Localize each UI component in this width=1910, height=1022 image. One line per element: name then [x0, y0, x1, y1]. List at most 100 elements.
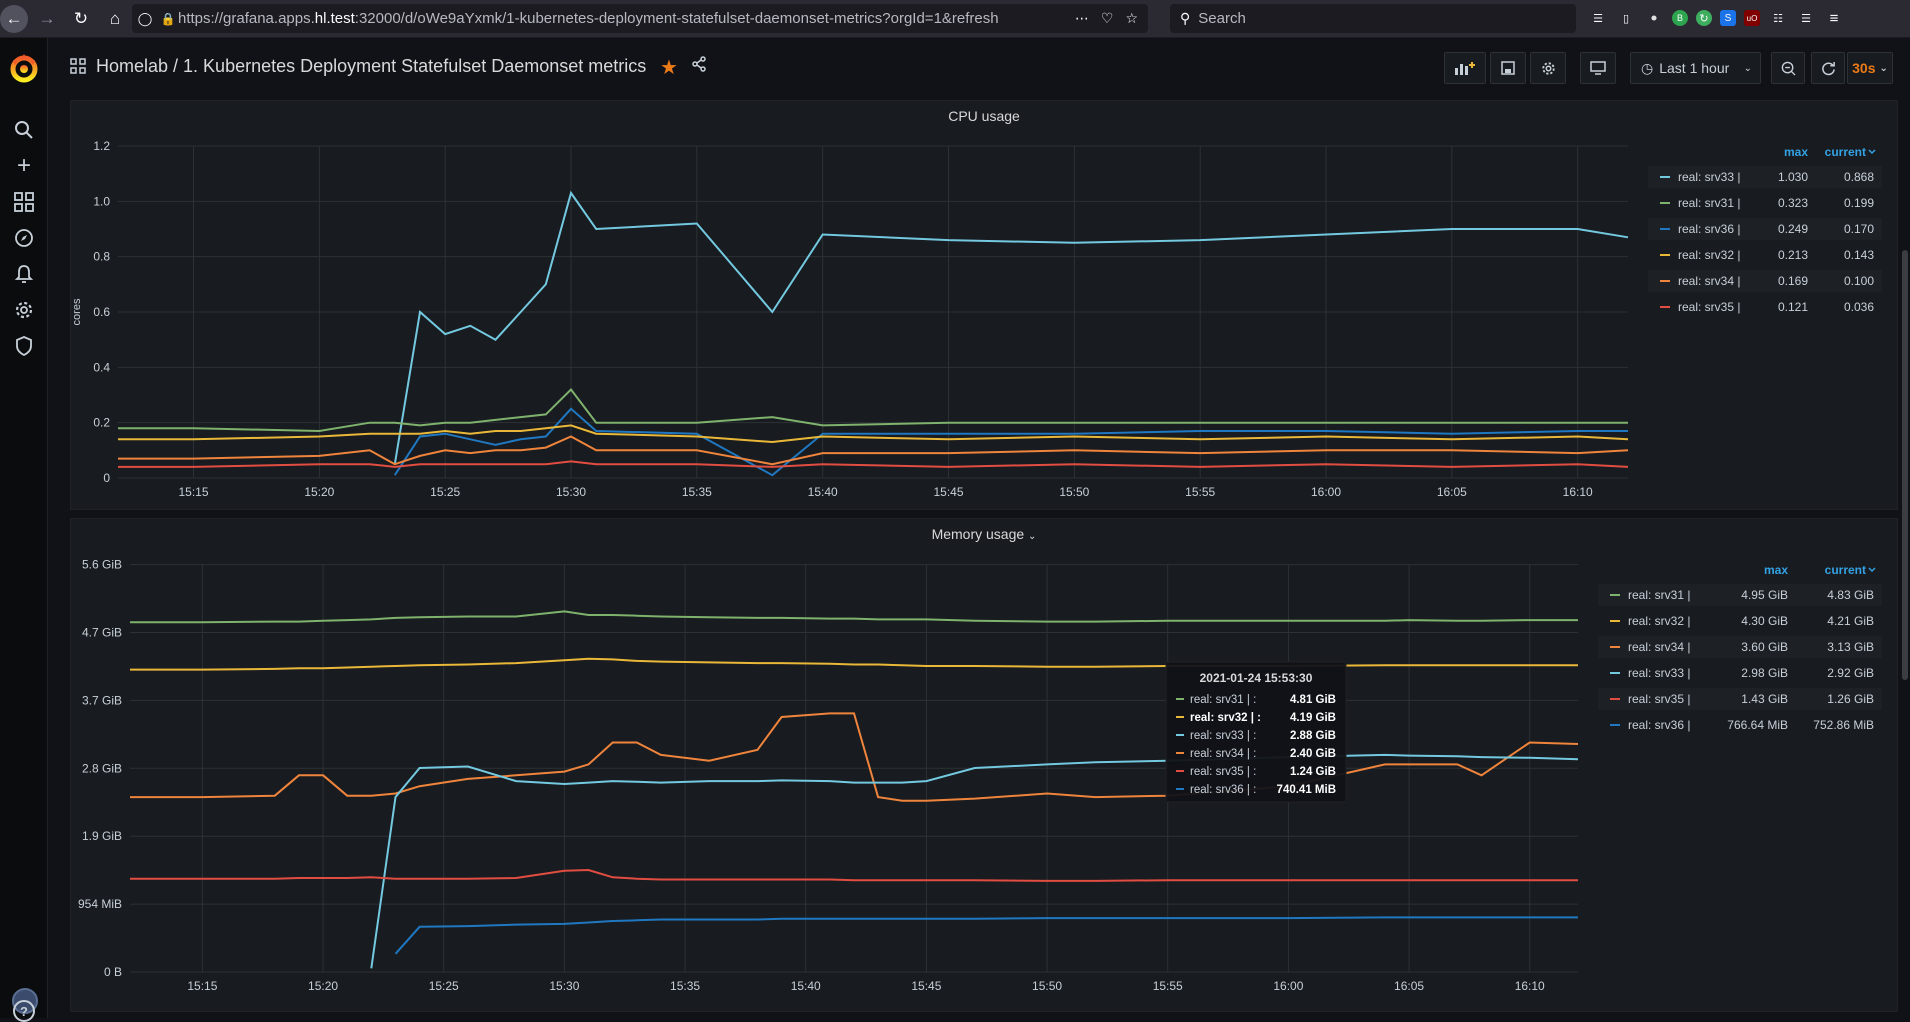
legend-row[interactable]: [1648, 166, 1882, 188]
extension-refresh-icon[interactable]: ↻: [1696, 10, 1712, 26]
sort-chevron-icon[interactable]: [1868, 149, 1876, 155]
legend-series-name[interactable]: real: srv36 |: [1678, 222, 1740, 236]
save-dashboard-button[interactable]: [1490, 52, 1526, 84]
legend-series-name[interactable]: real: srv31 |: [1628, 588, 1690, 602]
search-icon[interactable]: [12, 118, 36, 142]
legend-series-name[interactable]: real: srv35 |: [1628, 692, 1690, 706]
more-actions-icon[interactable]: ⋯: [1074, 10, 1089, 26]
menu-icon[interactable]: ≡: [1829, 9, 1839, 27]
url-text[interactable]: https://grafana.apps.hl.test:32000/d/oWe…: [178, 10, 999, 27]
dashboard-title[interactable]: Homelab / 1. Kubernetes Deployment State…: [96, 56, 647, 76]
series-line[interactable]: [130, 712, 1579, 802]
legend-series-name[interactable]: real: srv35 |: [1678, 300, 1740, 314]
url-bar[interactable]: ◯ 🔒 https://grafana.apps.hl.test:32000/d…: [132, 4, 1148, 33]
legend-row[interactable]: [1648, 218, 1882, 240]
hover-tooltip: [1165, 661, 1347, 803]
legend-series-name[interactable]: real: srv31 |: [1678, 196, 1740, 210]
legend-series-name[interactable]: real: srv33 |: [1628, 666, 1690, 680]
series-line[interactable]: [130, 657, 1578, 671]
series-line[interactable]: [118, 435, 1629, 466]
x-tick-label: 16:10: [1515, 979, 1545, 993]
extension-s-icon[interactable]: S: [1720, 10, 1736, 26]
y-tick-label: 0 B: [104, 965, 122, 979]
series-line[interactable]: [130, 868, 1578, 882]
configuration-gear-icon[interactable]: [12, 298, 36, 322]
legend-current-value: 2.92 GiB: [1827, 666, 1874, 680]
alerting-bell-icon[interactable]: [12, 262, 36, 286]
legend-row[interactable]: [1598, 636, 1882, 658]
plus-icon[interactable]: +: [16, 152, 31, 179]
series-line[interactable]: [393, 190, 1629, 465]
legend-series-name[interactable]: real: srv34 |: [1628, 640, 1690, 654]
series-line[interactable]: [370, 753, 1579, 969]
legend-header-max[interactable]: max: [1784, 145, 1808, 159]
page-scrollbar[interactable]: [1902, 250, 1908, 680]
legend-row[interactable]: [1598, 662, 1882, 684]
bookmark-star-icon[interactable]: ☆: [1125, 10, 1138, 26]
legend-row[interactable]: [1598, 610, 1882, 632]
series-line[interactable]: [118, 387, 1628, 433]
legend-header-max[interactable]: max: [1764, 563, 1788, 577]
home-icon[interactable]: ⌂: [109, 8, 121, 28]
server-admin-shield-icon[interactable]: [12, 334, 36, 358]
favorite-star-icon[interactable]: ★: [660, 57, 678, 79]
legend-series-name[interactable]: real: srv36 |: [1628, 718, 1690, 732]
legend-header-current[interactable]: current: [1825, 563, 1866, 577]
memory-usage-chart[interactable]: 0 B 954 MiB 1.9 GiB 2.8 GiB 3.7 GiB 4.7 GiB 5.…: [70, 518, 1898, 1012]
sort-chevron-icon[interactable]: [1868, 567, 1876, 573]
legend-series-name[interactable]: real: srv33 |: [1678, 170, 1740, 184]
dashboards-icon[interactable]: [12, 190, 36, 214]
forward-button[interactable]: →: [38, 8, 56, 28]
dashboard-settings-button[interactable]: [1530, 52, 1566, 84]
tracking-shield-icon[interactable]: ◯: [137, 10, 153, 26]
legend-row[interactable]: [1598, 688, 1882, 710]
extension-bottle-icon[interactable]: ⚫: [1649, 12, 1659, 25]
x-tick-label: 15:20: [308, 979, 338, 993]
y-tick-label: 2.8 GiB: [82, 761, 122, 775]
legend-row[interactable]: [1648, 192, 1882, 214]
pocket-icon[interactable]: ♡: [1100, 10, 1114, 26]
refresh-interval-picker[interactable]: 30s ⌄: [1847, 52, 1893, 84]
explore-compass-icon[interactable]: [12, 226, 36, 250]
add-panel-button[interactable]: [1444, 52, 1486, 84]
tv-mode-button[interactable]: [1580, 52, 1616, 84]
x-tick-label: 16:00: [1311, 485, 1341, 499]
panel-title[interactable]: Memory usage ⌄: [931, 526, 1037, 542]
time-range-picker[interactable]: ◷ Last 1 hour ⌄: [1630, 52, 1761, 84]
series-line[interactable]: [130, 610, 1578, 624]
back-button[interactable]: ←: [0, 4, 28, 33]
series-line[interactable]: [393, 407, 1628, 477]
browser-search-input[interactable]: ⚲ Search: [1170, 4, 1576, 33]
reload-button[interactable]: ↻: [73, 8, 89, 28]
legend-series-name[interactable]: real: srv34 |: [1678, 274, 1740, 288]
zoom-out-button[interactable]: [1771, 52, 1805, 84]
series-line[interactable]: [118, 460, 1629, 468]
library-icon[interactable]: ☰: [1593, 12, 1603, 25]
share-icon[interactable]: [691, 56, 707, 77]
ublock-icon[interactable]: uO: [1744, 10, 1760, 26]
refresh-dashboard-button[interactable]: [1811, 52, 1845, 84]
grafana-logo-icon[interactable]: [8, 52, 40, 84]
legend-row[interactable]: [1648, 244, 1882, 266]
panel-title[interactable]: CPU usage: [948, 108, 1020, 124]
extension-barcode-icon[interactable]: ☷: [1773, 12, 1783, 25]
series-line[interactable]: [118, 424, 1629, 444]
cpu-usage-chart[interactable]: 0 0.2 0.4 0.6 0.8 1.0 1.2 15:15 15:20 15:25 15:30 1…: [70, 100, 1898, 510]
x-tick-label: 15:35: [670, 979, 700, 993]
sidebar-toggle-icon[interactable]: ▯: [1622, 12, 1630, 25]
lock-icon[interactable]: 🔒: [160, 11, 176, 26]
extension-b-icon[interactable]: B: [1672, 10, 1688, 26]
legend-row[interactable]: [1648, 270, 1882, 292]
legend-header-current[interactable]: current: [1825, 145, 1866, 159]
legend-row[interactable]: [1598, 714, 1882, 736]
y-tick-label: 3.7 GiB: [82, 693, 122, 707]
legend-series-name[interactable]: real: srv32 |: [1678, 248, 1740, 262]
legend-row[interactable]: [1648, 296, 1882, 318]
help-icon[interactable]: ?: [13, 1000, 35, 1022]
y-tick-label: 4.7 GiB: [82, 625, 122, 639]
legend-series-name[interactable]: real: srv32 |: [1628, 614, 1690, 628]
extension-shoe-icon[interactable]: ☰: [1801, 12, 1811, 25]
legend-row[interactable]: [1598, 584, 1882, 606]
tooltip-value: 2.88 GiB: [1290, 730, 1336, 742]
series-line[interactable]: [394, 916, 1579, 955]
